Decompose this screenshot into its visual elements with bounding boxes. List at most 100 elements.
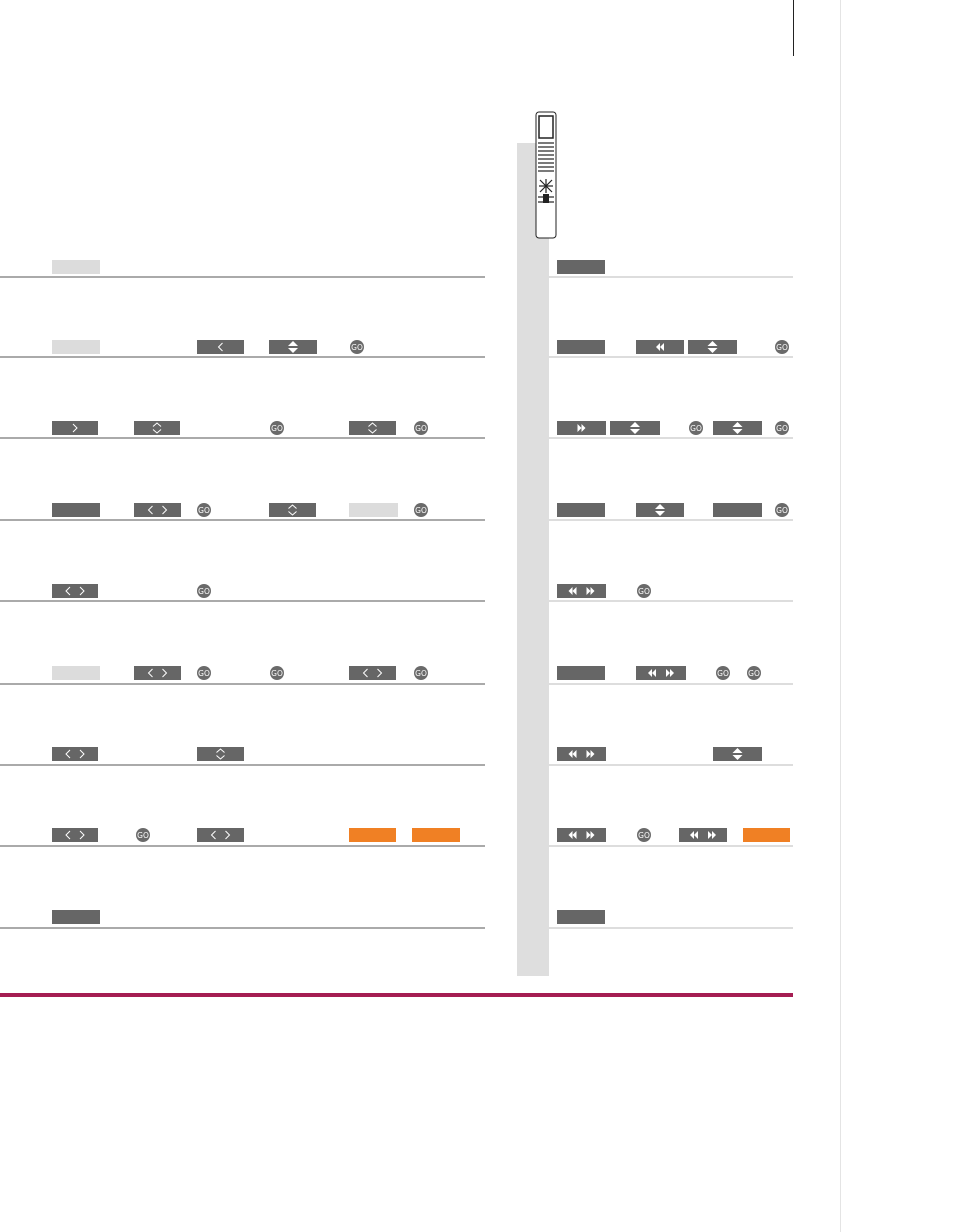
go-label: GO [776,506,788,515]
icon-glyph [162,668,168,678]
icon-glyph [216,755,225,760]
go-label: GO [137,831,149,840]
icon-glyph [79,830,85,840]
go-label: GO [198,506,210,515]
remote-button [610,421,660,435]
go-circle [775,503,789,517]
icon-glyph [377,668,383,678]
button-key [557,260,605,274]
go-button: GO [414,666,428,680]
remote-button [349,828,396,842]
icon-glyph [586,750,591,758]
icon-glyph [572,831,577,839]
button-key [52,747,98,761]
icon-glyph [586,831,591,839]
icon-glyph [707,341,718,346]
icon-glyph [225,830,231,840]
button-key [636,503,684,517]
remote-button [557,260,605,274]
go-button: GO [270,666,284,680]
remote-button [557,584,606,598]
footer-rule [0,993,793,997]
remote-button [52,421,98,435]
icon-glyph [152,429,162,434]
go-button: GO [637,828,651,842]
icon-glyph [216,748,225,753]
go-label: GO [638,831,650,840]
go-label: GO [351,343,363,352]
icon-glyph [572,587,577,595]
go-button: GO [716,666,730,680]
remote-button [557,340,605,354]
button-key [412,828,460,842]
button-key [349,503,398,517]
remote-button [197,340,244,354]
button-key [557,584,606,598]
remote-button [52,584,98,598]
icon-glyph [590,587,595,595]
icon-glyph [732,429,743,434]
icon-glyph [712,831,716,839]
icon-glyph [162,505,168,515]
icon-glyph [288,341,298,346]
go-circle [775,421,789,435]
button-key [636,666,686,680]
icon-glyph [656,343,660,351]
remote-button [557,747,606,761]
icon-glyph [590,750,595,758]
icon-glyph [690,831,694,839]
go-circle [197,584,211,598]
button-key [134,666,181,680]
go-circle [414,503,428,517]
icon-glyph [586,587,591,595]
go-circle [775,340,789,354]
icon-glyph [572,750,577,758]
go-button: GO [197,503,211,517]
go-button: GO [414,421,428,435]
button-key [269,503,316,517]
go-button: GO [775,503,789,517]
remote-button [52,666,100,680]
icon-glyph [568,587,573,595]
go-circle [716,666,730,680]
remote-button [349,503,398,517]
button-key [52,666,100,680]
go-label: GO [271,669,283,678]
go-label: GO [776,343,788,352]
go-label: GO [271,424,283,433]
remote-button [636,340,684,354]
button-key [52,910,100,924]
go-circle [637,828,651,842]
icon-glyph [590,831,595,839]
icon-glyph [568,831,573,839]
button-key [52,584,98,598]
remote-button [557,503,605,517]
button-key [688,340,737,354]
remote-button [269,340,317,354]
button-key [557,828,606,842]
icon-glyph [655,504,665,509]
icon-glyph [568,750,573,758]
icon-glyph [79,586,85,596]
button-key [557,503,605,517]
button-key [52,828,98,842]
remote-button [52,503,100,517]
icon-glyph [707,348,718,353]
remote-button [688,340,737,354]
remote-button [713,421,762,435]
icon-glyph [288,348,298,353]
icon-glyph [147,668,153,678]
go-label: GO [638,587,650,596]
remote-button [636,503,684,517]
icon-glyph [217,342,223,352]
go-button: GO [747,666,761,680]
button-key [52,421,98,435]
button-key [557,340,605,354]
go-label: GO [690,424,702,433]
remote-button [134,421,180,435]
icon-glyph [65,586,71,596]
go-label: GO [776,424,788,433]
remote-button [52,340,100,354]
icon-glyph [72,423,78,433]
button-key [197,747,244,761]
